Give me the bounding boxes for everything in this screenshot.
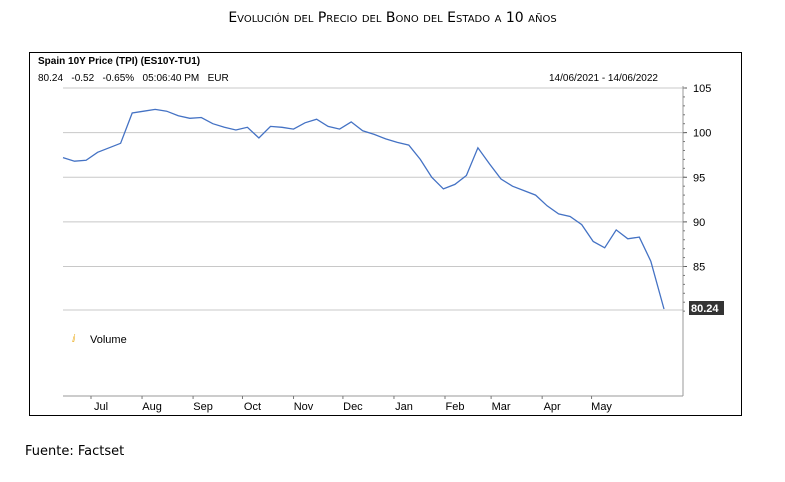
chart-frame xyxy=(29,52,742,416)
last-value-label: 80.24 xyxy=(691,303,719,315)
date-range: 14/06/2021 - 14/06/2022 xyxy=(549,73,658,84)
y-tick-label: 100 xyxy=(693,128,711,140)
last-value: 80.24 xyxy=(38,73,64,84)
source-note: Fuente: Factset xyxy=(25,444,125,459)
x-tick-label: Jan xyxy=(395,401,413,413)
bar-icon: ⅈ xyxy=(72,334,76,345)
x-tick-label: Feb xyxy=(446,401,465,413)
volume-legend[interactable]: ⅈ Volume xyxy=(72,334,127,346)
x-tick-label: Mar xyxy=(492,401,511,413)
x-tick-label: Aug xyxy=(142,401,162,413)
y-tick-label: 85 xyxy=(693,262,705,274)
x-tick-label: Jul xyxy=(94,401,108,413)
last-value-label-box xyxy=(689,301,724,315)
change-percent: -0.65% xyxy=(102,73,135,84)
quote-line: 80.24 -0.52 -0.65% 05:06:40 PM EUR xyxy=(38,73,229,84)
quote-time: 05:06:40 PM xyxy=(142,73,200,84)
y-tick-label: 90 xyxy=(693,217,705,229)
x-tick-label: Nov xyxy=(294,401,314,413)
y-tick-label: 105 xyxy=(693,83,711,95)
x-tick-label: Dec xyxy=(343,401,363,413)
currency: EUR xyxy=(207,73,229,84)
x-tick-label: Sep xyxy=(193,401,213,413)
x-tick-label: Oct xyxy=(244,401,261,413)
y-tick-label: 95 xyxy=(693,172,705,184)
x-tick-label: May xyxy=(591,401,612,413)
price-series-line xyxy=(62,108,665,310)
x-tick-label: Apr xyxy=(544,401,561,413)
chart-title: Spain 10Y Price (TPI) (ES10Y-TU1) xyxy=(38,56,201,67)
page-title: Evolución del Precio del Bono del Estado… xyxy=(228,10,557,26)
volume-legend-label: Volume xyxy=(90,334,127,346)
change-value: -0.52 xyxy=(71,73,95,84)
